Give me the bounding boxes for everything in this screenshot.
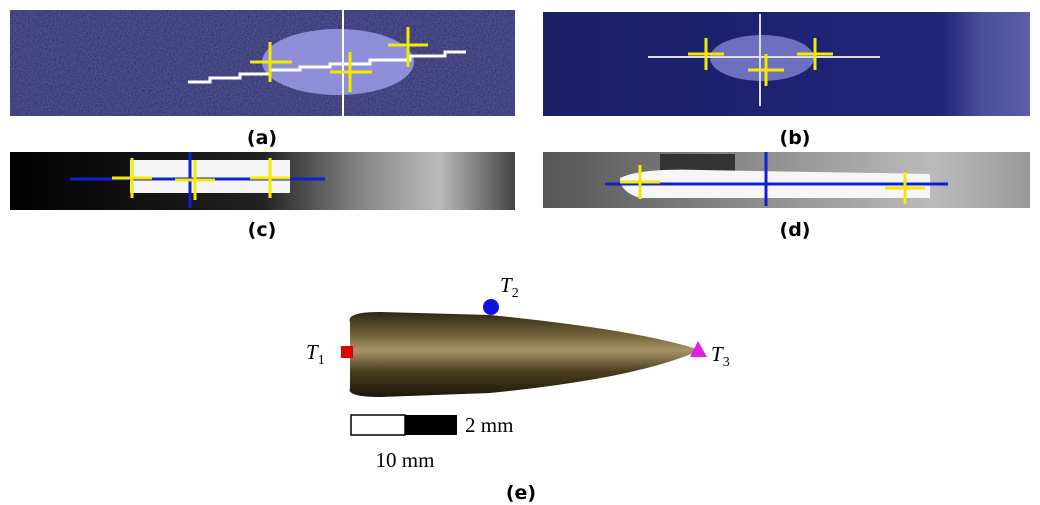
panel-label: (a) (247, 127, 277, 149)
panel-label: (b) (780, 127, 811, 149)
scale-label: 2 mm (465, 413, 513, 437)
marker-label: T1 (306, 340, 325, 368)
panel-label: (e) (506, 482, 536, 504)
panel-a-image (10, 10, 515, 116)
scale-bar (351, 415, 457, 435)
bullet-photo (341, 299, 707, 397)
panel-c-image (10, 152, 515, 210)
panel-label: (d) (780, 219, 811, 241)
panel-d-image (543, 152, 1030, 208)
marker-label: T2 (500, 273, 519, 301)
figure: (a) (b) (c) (d) T1 T2 T (0, 0, 1040, 505)
panel-b-image (543, 12, 1030, 116)
panel-label: (c) (248, 219, 277, 241)
marker-label: T3 (711, 342, 730, 370)
scale-length-label: 10 mm (376, 448, 435, 472)
